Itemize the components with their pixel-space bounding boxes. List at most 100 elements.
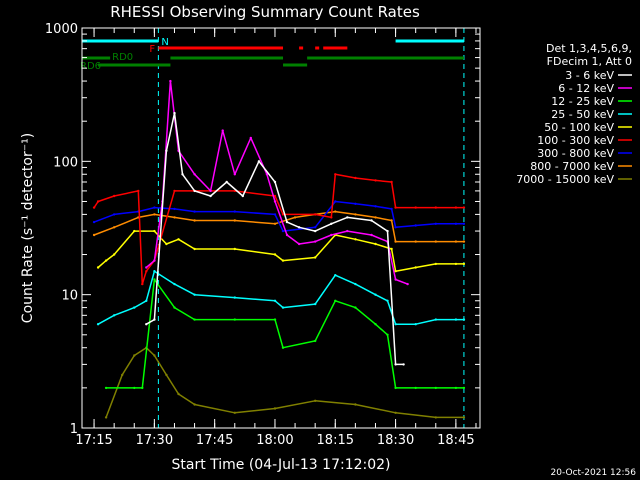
series-line [145,112,404,366]
series-point [354,306,357,309]
x-axis-label: Start Time (04-Jul-13 17:12:02) [171,457,390,473]
series-point [394,270,397,273]
series-point [209,189,212,193]
series-point [314,229,317,233]
series-point [285,233,289,237]
series-point [273,194,277,198]
y-tick-label: 100 [53,155,78,170]
legend-header: FDecim 1, Att 0 [547,55,632,68]
series-point [370,219,373,222]
series-point [233,219,236,222]
series-point [241,194,244,198]
legend-header: Det 1,3,4,5,6,9, [546,42,632,55]
series-point [137,189,140,193]
legend-entry-label: 6 - 12 keV [558,82,614,95]
series-point [354,403,357,406]
series-point [462,386,466,390]
footer-date: 20-Oct-2021 12:56 [551,468,637,478]
series-point [281,259,285,262]
series-point [434,318,437,321]
series-point [354,238,357,241]
series-point [314,399,317,402]
series-point [334,210,337,213]
series-point [92,206,96,209]
series-point [354,282,357,286]
series-point [233,411,236,414]
series-point [462,416,466,419]
series-point [153,229,156,233]
series-point [153,259,156,262]
series-point [225,180,228,184]
series-point [113,226,116,229]
series-point [96,200,100,203]
x-tick-label: 18:00 [256,433,293,448]
y-axis-label: Count Rate (s⁻¹ detector⁻¹) [20,133,36,323]
series-point [173,282,176,286]
series-point [233,173,236,176]
series-point [153,278,156,281]
series-point [233,296,236,299]
series-point [96,323,100,326]
legend: Det 1,3,4,5,6,9,FDecim 1, Att 03 - 6 keV… [516,42,632,186]
series-point [414,386,417,390]
axis-ticks [82,27,480,429]
series-point [153,206,156,209]
x-tick-label: 17:45 [196,433,233,448]
series-point [104,259,108,262]
series-point [374,293,377,296]
series-point [265,173,269,176]
series-point [314,339,317,343]
series-point [434,240,437,243]
series-point [434,222,437,225]
y-tick-label: 1 [70,422,78,437]
flag-label-f: F [149,44,155,55]
series-point [133,386,136,390]
x-tick-label: 17:30 [136,433,173,448]
series-point [334,299,337,302]
series-point [273,180,277,184]
series-point [394,278,397,281]
series-point [394,323,397,326]
series-point [406,282,409,286]
series-point [113,253,116,256]
series-point [462,222,466,225]
series-point [193,293,196,296]
series-point [133,354,136,357]
series-point [113,213,116,216]
series-point [153,354,156,357]
x-tick-label: 18:45 [437,433,474,448]
series-point [374,323,377,326]
series-point [414,266,417,269]
series-point [193,219,196,222]
series-point [434,386,437,390]
series-point [165,149,168,152]
series-line [97,270,464,325]
series-point [145,299,148,302]
series-point [133,306,136,309]
tick-labels: 1 10 100 1000 17:15 17:30 17:45 18:00 18:15 18:30… [45,22,475,448]
series-point [193,247,196,251]
plot-frame [81,27,481,429]
series-point [454,206,458,209]
series-point [281,346,285,349]
series-point [390,247,393,251]
legend-entry-label: 300 - 800 keV [537,147,614,160]
series-point [293,216,297,219]
series-point [193,318,196,321]
series-point [386,299,389,302]
series-point [314,256,317,259]
series-point [454,318,458,321]
flag-bars: NF RD0 RD6 [80,28,465,428]
series-point [462,206,466,209]
flag-label-rd0: RD0 [112,52,133,63]
series-point [273,253,277,256]
series-point [173,207,176,211]
series-point [145,270,148,273]
legend-entry-label: 12 - 25 keV [551,95,614,108]
legend-entry-label: 100 - 300 keV [537,134,614,147]
series-point [346,216,349,219]
series-point [394,226,397,229]
series-point [153,318,156,321]
series-point [394,206,397,209]
